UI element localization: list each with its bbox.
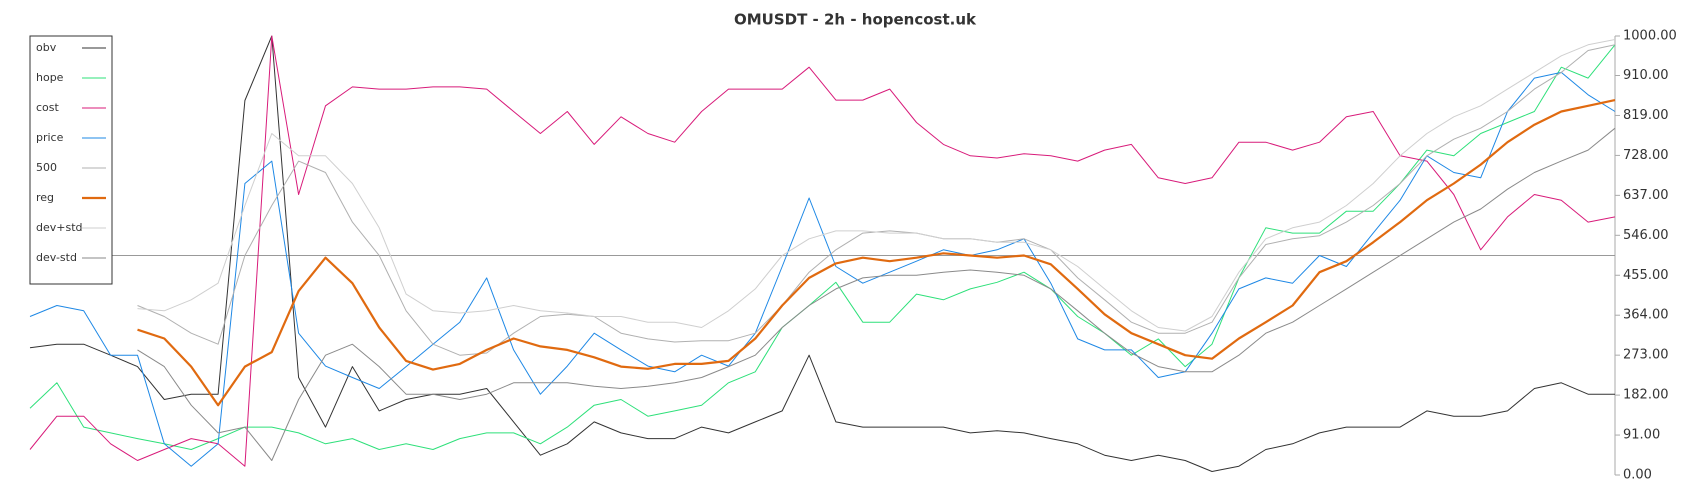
y-tick-label: 637.00 [1623,188,1669,203]
y-tick-label: 182.00 [1623,388,1669,403]
series-line [137,99,1616,407]
legend-label: cost [36,101,60,114]
series-line [137,39,1616,332]
series-line [29,35,1615,472]
y-tick-label: 455.00 [1623,268,1669,283]
series-line [29,35,1616,467]
legend-label: obv [36,41,57,54]
y-tick-label: 91.00 [1623,428,1660,443]
y-tick-label: 546.00 [1623,228,1669,243]
y-tick-label: 1000.00 [1623,29,1677,44]
legend-box [29,35,113,285]
series-line [29,71,1616,467]
legend: obv hope cost price 500 reg dev+std dev-std [29,35,113,285]
series-line [137,44,1616,356]
legend-label: price [36,131,64,144]
legend-label: 500 [36,161,57,174]
legend-label: hope [36,71,64,84]
y-tick-label: 910.00 [1623,68,1669,83]
y-tick-label: 728.00 [1623,148,1669,163]
y-tick-label: 273.00 [1623,348,1669,363]
legend-label: dev+std [36,221,83,234]
chart-title: OMUSDT - 2h - hopencost.uk [734,11,977,29]
legend-label: reg [36,191,54,204]
series-line [137,127,1616,461]
y-tick-label: 819.00 [1623,108,1669,123]
y-tick-label: 364.00 [1623,308,1669,323]
series-line [29,44,1616,450]
y-tick-label: 0.00 [1623,468,1652,483]
legend-label: dev-std [36,251,77,264]
